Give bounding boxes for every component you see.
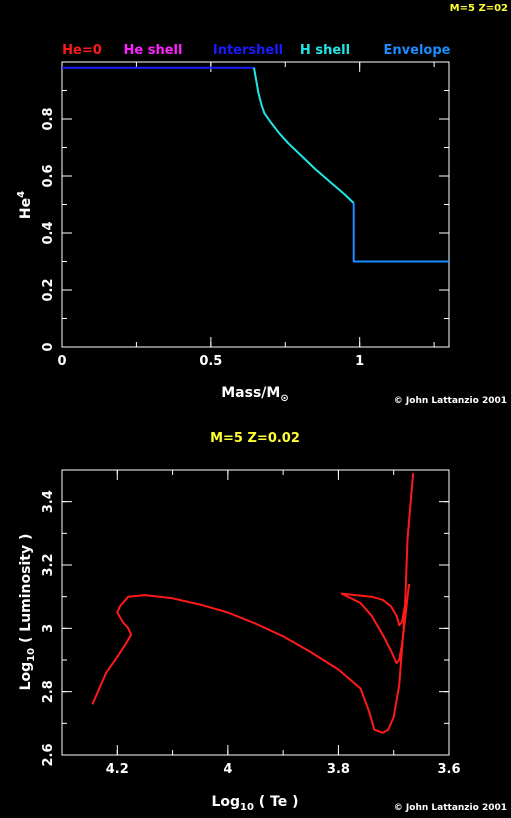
legend-item: Intershell: [213, 43, 283, 58]
y-tick-label: 2.6: [41, 743, 56, 766]
plot-frame: [61, 61, 450, 348]
axis-ticks: 4.2 4 3.8 3.6 2.6 2.8 3 3.2 3.4: [41, 469, 461, 777]
x-tick-label: 0.5: [199, 354, 222, 369]
y-tick-label: 0.6: [41, 164, 56, 187]
legend-item: He=0: [62, 43, 102, 58]
x-tick-label: 4.2: [106, 762, 129, 777]
y-tick-label: 0.4: [41, 221, 56, 244]
x-axis-label: Log10 ( Te ): [211, 794, 298, 813]
y-tick-label: 3.2: [41, 553, 56, 576]
x-tick-label: 0: [57, 354, 66, 369]
legend-item: He shell: [124, 43, 183, 58]
legend-item: H shell: [300, 43, 350, 58]
axis-ticks: 0 0.5 1 0 0.2 0.4 0.6 0.8: [41, 61, 449, 369]
y-tick-label: 0.2: [41, 278, 56, 301]
series-group: [62, 66, 449, 263]
y-tick-label: 0: [41, 342, 56, 351]
legend: He=0 He shell Intershell H shell Envelope: [62, 43, 450, 58]
y-axis-label: Log10 ( Luminosity ): [18, 534, 37, 691]
legend-item: Envelope: [384, 43, 451, 58]
series-line: [341, 592, 406, 627]
credit: © John Lattanzio 2001: [394, 803, 507, 813]
plot-frame: [61, 469, 450, 756]
y-tick-label: 3.4: [41, 490, 56, 513]
chart-title: M=5 Z=0.02: [210, 431, 300, 446]
credit: © John Lattanzio 2001: [394, 396, 507, 406]
y-tick-label: 3: [41, 624, 56, 633]
x-tick-label: 3.6: [437, 762, 460, 777]
series-line: [340, 583, 411, 665]
x-tick-label: 1: [355, 354, 364, 369]
series-group: [91, 473, 415, 734]
x-tick-label: 3.8: [327, 762, 350, 777]
series-line: [253, 67, 355, 204]
x-tick-label: 4: [223, 762, 232, 777]
y-tick-label: 0.8: [41, 107, 56, 130]
series-line: [352, 203, 449, 263]
x-axis-label: Mass/M⊙: [221, 385, 288, 404]
series-line: [91, 473, 415, 734]
hr-diagram-chart: M=5 Z=0.02 4.2 4 3.8 3.6 2.6 2.8 3 3.2 3.4 Log10…: [18, 431, 507, 813]
corner-label: M=5 Z=02: [450, 3, 508, 14]
y-tick-label: 2.8: [41, 680, 56, 703]
y-axis-label: He4: [16, 191, 34, 219]
